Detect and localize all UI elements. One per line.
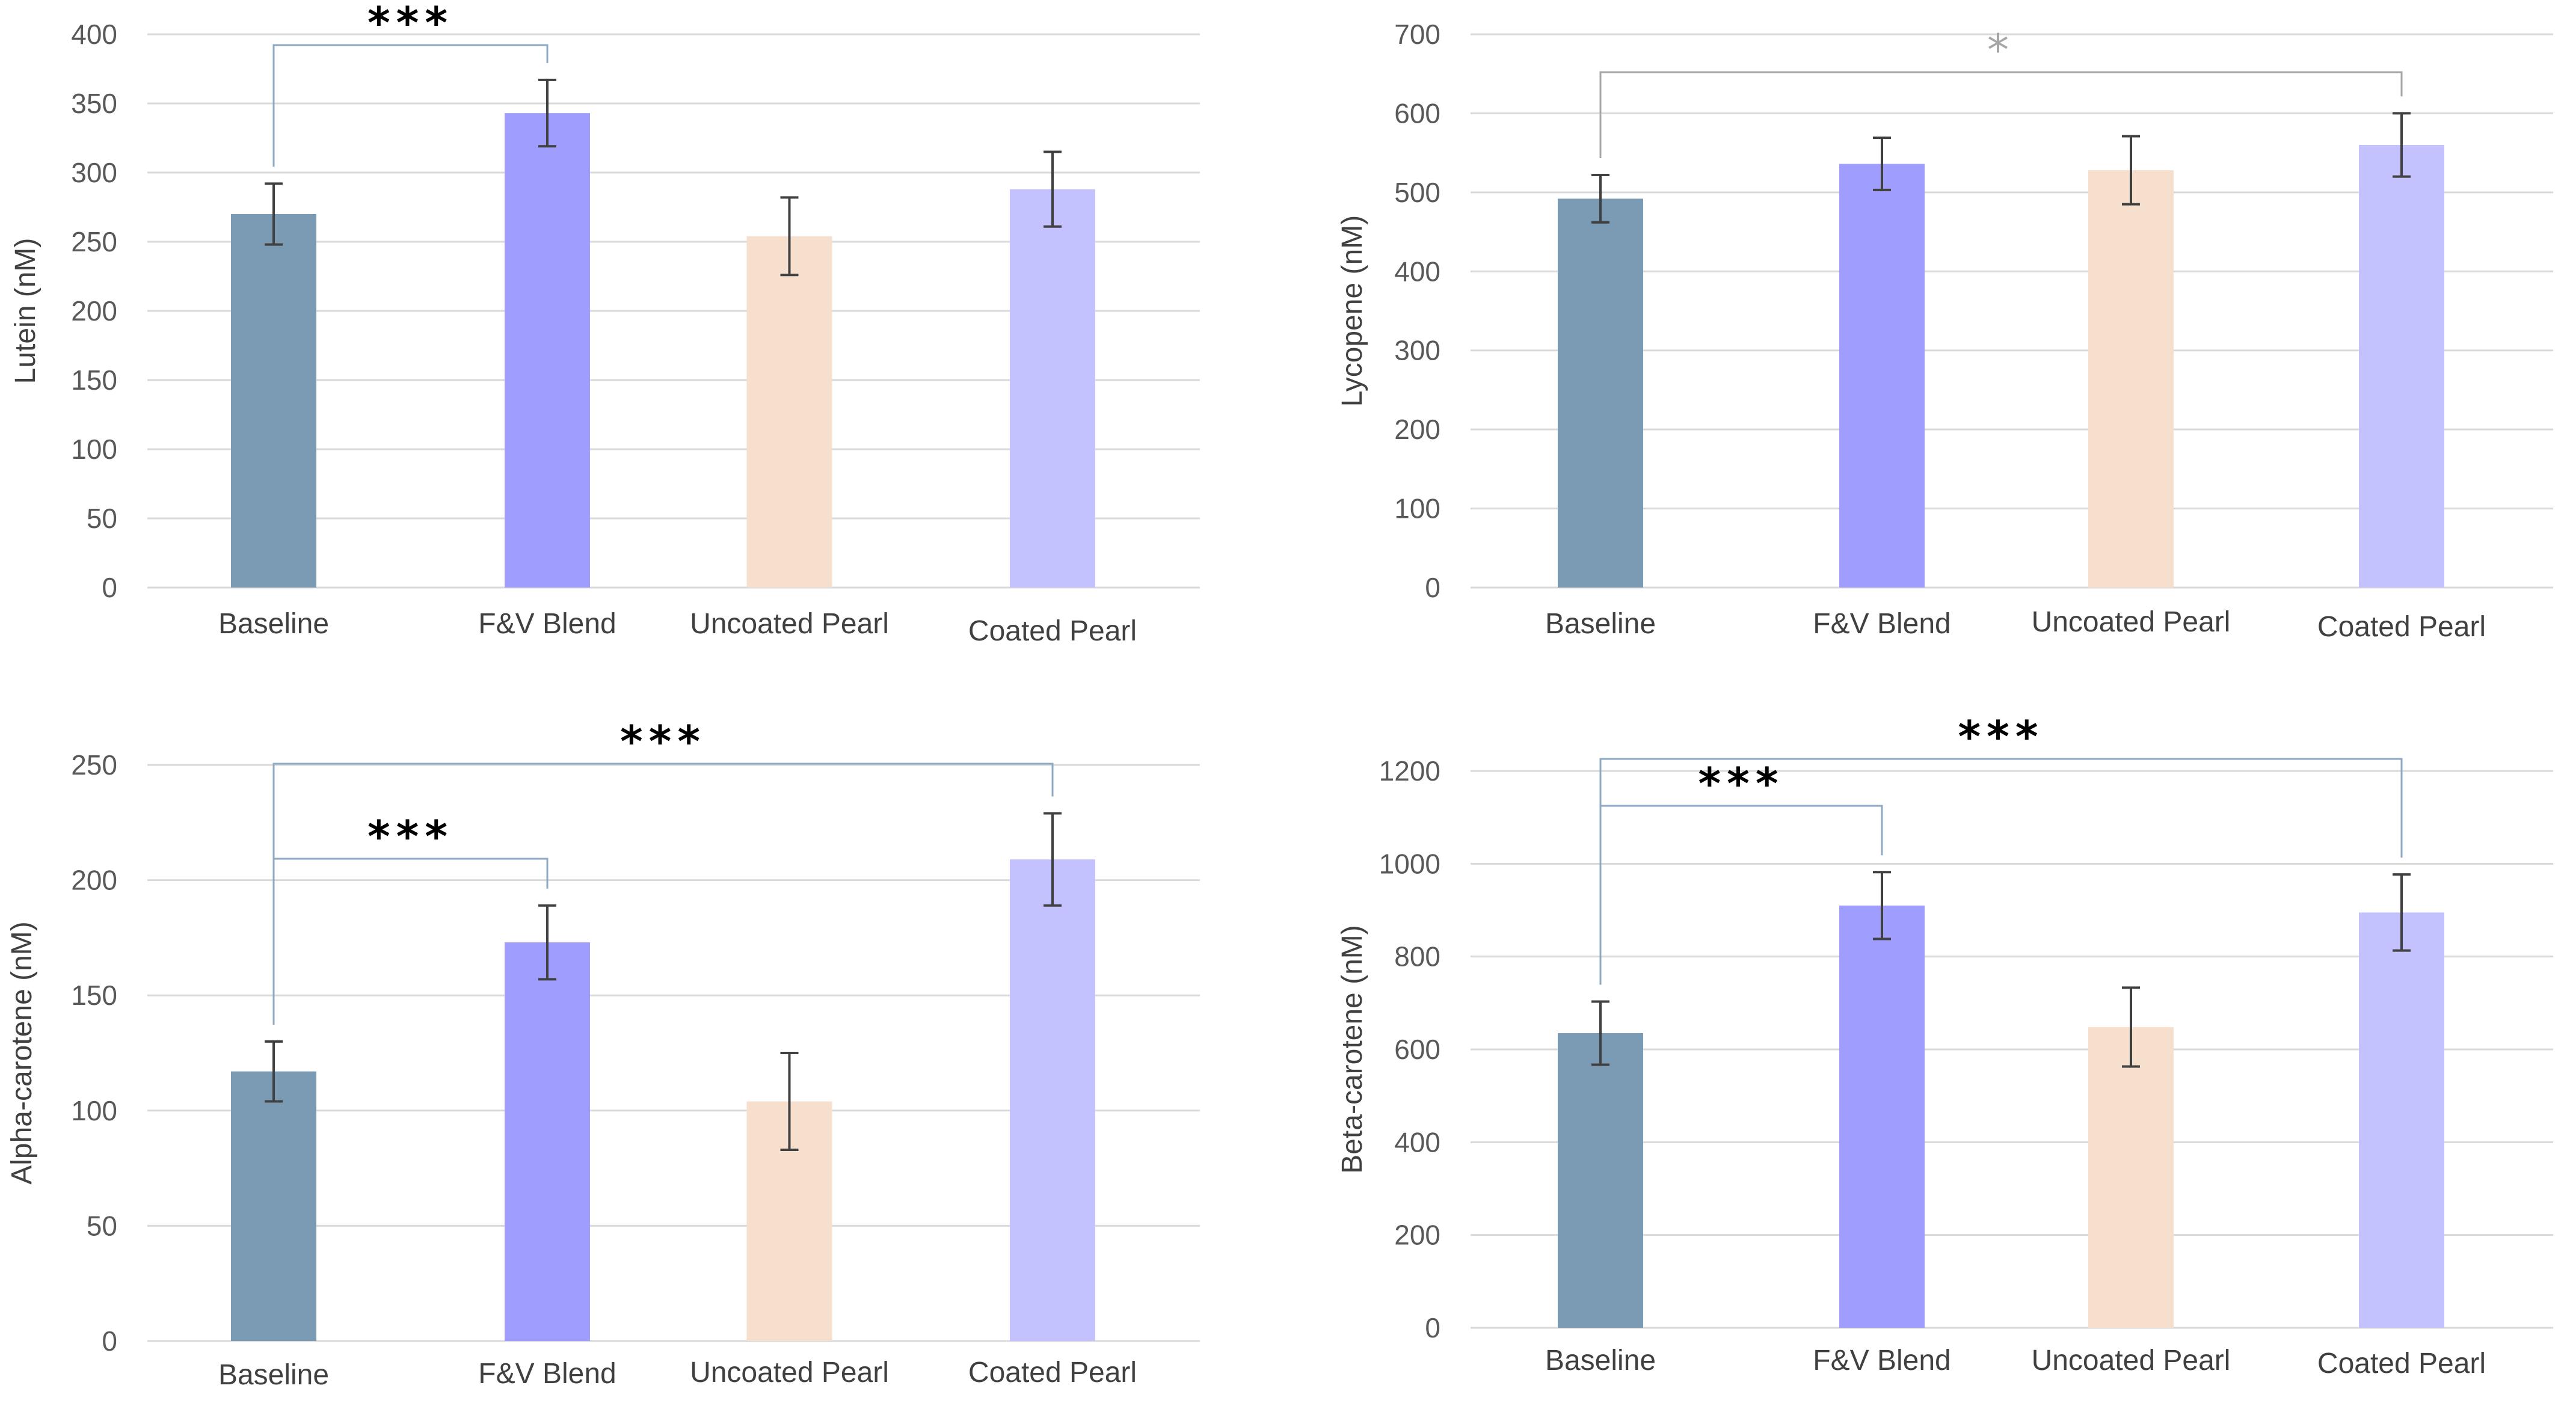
y-tick-label: 150 — [71, 364, 117, 396]
y-tick-label: 200 — [1394, 1220, 1440, 1251]
y-tick-label: 0 — [102, 572, 117, 603]
category-label: Uncoated Pearl — [2032, 1345, 2231, 1377]
bar — [1010, 859, 1095, 1341]
category-label: Baseline — [218, 1359, 329, 1391]
y-tick-label: 400 — [71, 19, 117, 50]
bar — [505, 113, 590, 588]
y-tick-label: 200 — [71, 865, 117, 896]
chart-panel-4: 0 200 400 600 800 1000 1200 Beta-carotene (nM) B… — [1336, 711, 2553, 1380]
significance-stars: *** — [367, 0, 453, 48]
bar — [746, 236, 832, 588]
category-label: Coated Pearl — [2317, 1348, 2486, 1380]
y-tick-label: 1200 — [1379, 755, 1440, 787]
bar — [1839, 905, 1925, 1328]
category-label: Coated Pearl — [968, 1357, 1137, 1389]
chart-panel-1: 0 50 100 150 200 250 300 350 400 Lutein (nM) Basel… — [10, 0, 1200, 647]
significance-stars: *** — [1698, 758, 1784, 809]
category-label: Coated Pearl — [2317, 611, 2486, 643]
category-label: Baseline — [1545, 1345, 1656, 1377]
category-label: Uncoated Pearl — [690, 1357, 889, 1389]
y-tick-label: 600 — [1394, 1034, 1440, 1065]
category-label: F&V Blend — [1813, 608, 1950, 640]
y-tick-label: 0 — [1425, 572, 1440, 603]
category-label: Uncoated Pearl — [690, 608, 889, 640]
y-tick-label: 150 — [71, 980, 117, 1011]
category-label: F&V Blend — [478, 1358, 616, 1390]
y-tick-label: 350 — [71, 88, 117, 119]
y-tick-label: 200 — [71, 295, 117, 327]
bar — [231, 1071, 316, 1341]
y-tick-label: 1000 — [1379, 848, 1440, 879]
bar — [1558, 1033, 1643, 1328]
significance-stars: * — [1987, 25, 2015, 75]
bar — [231, 214, 316, 588]
bar — [2359, 912, 2444, 1328]
y-axis-label: Lycopene (nM) — [1336, 215, 1368, 407]
y-tick-label: 50 — [87, 1210, 117, 1241]
bar — [1558, 198, 1643, 588]
y-tick-label: 500 — [1394, 177, 1440, 208]
bar — [2359, 145, 2444, 588]
y-tick-label: 250 — [71, 226, 117, 257]
y-tick-label: 250 — [71, 749, 117, 781]
y-axis-label: Beta-carotene (nM) — [1336, 925, 1368, 1174]
bar — [505, 942, 590, 1341]
y-tick-label: 400 — [1394, 1126, 1440, 1158]
bar — [2088, 170, 2174, 588]
y-tick-label: 100 — [71, 434, 117, 465]
category-label: Coated Pearl — [968, 615, 1137, 647]
chart-panel-2: 0 100 200 300 400 500 600 700 Lycopene (nM) Basel… — [1336, 19, 2553, 643]
y-tick-label: 300 — [71, 157, 117, 188]
y-axis-label: Lutein (nM) — [10, 238, 41, 384]
y-tick-label: 400 — [1394, 256, 1440, 287]
significance-bracket — [1599, 71, 2403, 158]
y-tick-label: 700 — [1394, 19, 1440, 50]
significance-stars: *** — [1958, 711, 2044, 762]
category-label: Baseline — [218, 608, 329, 640]
significance-stars: *** — [620, 716, 706, 767]
y-tick-label: 0 — [1425, 1312, 1440, 1343]
y-tick-label: 100 — [1394, 493, 1440, 524]
y-tick-label: 50 — [87, 503, 117, 534]
y-tick-label: 800 — [1394, 941, 1440, 972]
category-label: Uncoated Pearl — [2032, 606, 2231, 638]
y-tick-label: 100 — [71, 1095, 117, 1126]
y-tick-label: 200 — [1394, 414, 1440, 445]
category-label: F&V Blend — [478, 608, 616, 640]
y-tick-label: 600 — [1394, 97, 1440, 129]
chart-panel-3: 0 50 100 150 200 250 Alpha-carotene (nM) Baseli… — [6, 716, 1200, 1391]
significance-stars: *** — [367, 811, 453, 862]
significance-bracket — [272, 763, 1054, 1025]
bar — [1839, 164, 1925, 588]
bar — [2088, 1027, 2174, 1328]
y-tick-label: 300 — [1394, 335, 1440, 366]
category-label: Baseline — [1545, 608, 1656, 640]
y-axis-label: Alpha-carotene (nM) — [6, 921, 38, 1185]
significance-bracket — [272, 44, 549, 167]
y-tick-label: 0 — [102, 1325, 117, 1357]
bar — [1010, 189, 1095, 588]
category-label: F&V Blend — [1813, 1345, 1950, 1377]
significance-bracket — [1599, 758, 2403, 985]
